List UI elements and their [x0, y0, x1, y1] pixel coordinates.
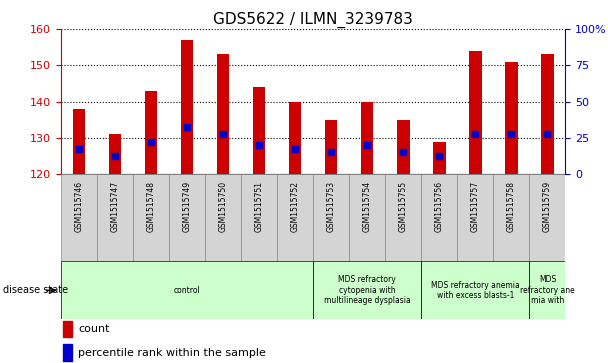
Bar	[277, 174, 313, 261]
Bar	[72, 109, 85, 174]
Text: GSM1515757: GSM1515757	[471, 181, 480, 232]
Text: GSM1515756: GSM1515756	[435, 181, 444, 232]
Bar	[385, 174, 421, 261]
Bar	[216, 54, 229, 174]
Text: MDS
refractory ane
mia with: MDS refractory ane mia with	[520, 276, 575, 305]
Bar	[530, 261, 565, 319]
Bar	[169, 174, 205, 261]
Bar	[457, 174, 493, 261]
Text: GSM1515747: GSM1515747	[111, 181, 119, 232]
Bar	[205, 174, 241, 261]
Bar	[289, 102, 302, 174]
Text: percentile rank within the sample: percentile rank within the sample	[78, 348, 266, 358]
Text: GSM1515755: GSM1515755	[399, 181, 408, 232]
Bar	[469, 51, 482, 174]
Bar	[505, 62, 517, 174]
Bar	[133, 174, 169, 261]
Text: GSM1515753: GSM1515753	[326, 181, 336, 232]
Bar	[241, 174, 277, 261]
Text: GSM1515750: GSM1515750	[218, 181, 227, 232]
Text: GSM1515752: GSM1515752	[291, 181, 300, 232]
Text: GSM1515751: GSM1515751	[255, 181, 263, 232]
Bar	[421, 261, 530, 319]
Text: GSM1515746: GSM1515746	[74, 181, 83, 232]
Bar	[397, 120, 410, 174]
Bar	[349, 174, 385, 261]
Bar	[421, 174, 457, 261]
Text: MDS refractory anemia
with excess blasts-1: MDS refractory anemia with excess blasts…	[431, 281, 520, 300]
Bar	[313, 261, 421, 319]
Text: control: control	[174, 286, 200, 295]
Text: MDS refractory
cytopenia with
multilineage dysplasia: MDS refractory cytopenia with multilinea…	[324, 276, 410, 305]
Bar	[493, 174, 530, 261]
Bar	[253, 87, 265, 174]
Text: GSM1515758: GSM1515758	[507, 181, 516, 232]
Bar	[361, 102, 373, 174]
Bar	[61, 261, 313, 319]
Text: GSM1515748: GSM1515748	[147, 181, 156, 232]
Bar	[313, 174, 349, 261]
Bar	[97, 174, 133, 261]
Bar	[63, 344, 72, 361]
Text: GSM1515759: GSM1515759	[543, 181, 552, 232]
Bar	[63, 321, 72, 337]
Bar	[145, 91, 157, 174]
Text: GSM1515754: GSM1515754	[363, 181, 371, 232]
Bar	[433, 142, 446, 174]
Text: count: count	[78, 324, 110, 334]
Text: disease state: disease state	[3, 285, 68, 295]
Bar	[325, 120, 337, 174]
Bar	[61, 174, 97, 261]
Text: GSM1515749: GSM1515749	[182, 181, 192, 232]
Bar	[530, 174, 565, 261]
Bar	[109, 134, 121, 174]
Bar	[181, 40, 193, 174]
Bar	[541, 54, 554, 174]
Title: GDS5622 / ILMN_3239783: GDS5622 / ILMN_3239783	[213, 12, 413, 28]
